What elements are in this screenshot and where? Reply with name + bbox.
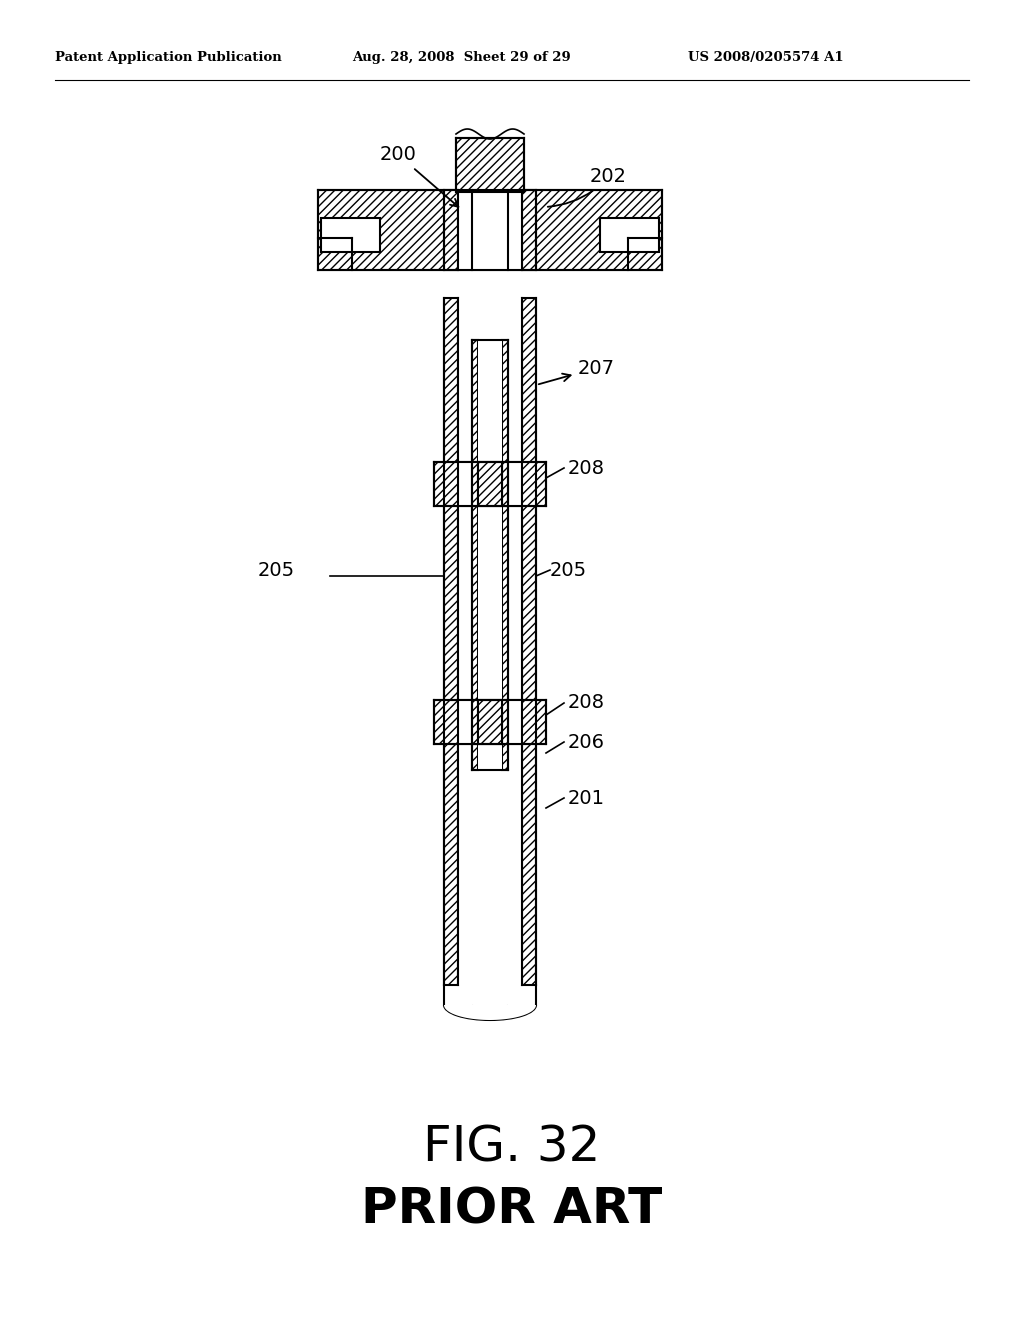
Bar: [472, 700, 478, 744]
Bar: [522, 190, 536, 271]
Text: FIG. 32: FIG. 32: [423, 1125, 601, 1172]
Bar: [458, 190, 522, 271]
Text: 206: 206: [568, 733, 605, 751]
Text: 208: 208: [568, 693, 605, 713]
Bar: [472, 462, 478, 506]
Bar: [458, 463, 522, 506]
Bar: [456, 139, 524, 191]
Text: Patent Application Publication: Patent Application Publication: [55, 51, 282, 65]
Bar: [444, 190, 458, 271]
Bar: [502, 462, 508, 506]
Bar: [478, 462, 502, 506]
Bar: [458, 298, 522, 985]
Text: Aug. 28, 2008  Sheet 29 of 29: Aug. 28, 2008 Sheet 29 of 29: [352, 51, 570, 65]
Text: 208: 208: [568, 458, 605, 478]
Bar: [458, 701, 522, 743]
Text: PRIOR ART: PRIOR ART: [361, 1185, 663, 1234]
Text: 202: 202: [548, 168, 627, 207]
Text: 207: 207: [539, 359, 615, 384]
Bar: [472, 341, 478, 770]
Text: 200: 200: [380, 145, 459, 207]
Bar: [434, 700, 546, 744]
Bar: [522, 298, 536, 985]
Bar: [502, 341, 508, 770]
Bar: [478, 700, 502, 744]
Text: US 2008/0205574 A1: US 2008/0205574 A1: [688, 51, 844, 65]
Text: 201: 201: [568, 788, 605, 808]
Bar: [478, 341, 502, 770]
Bar: [321, 218, 380, 252]
Text: 205: 205: [550, 561, 587, 579]
Bar: [600, 218, 659, 252]
Bar: [434, 462, 546, 506]
Bar: [444, 298, 458, 985]
Bar: [502, 700, 508, 744]
Text: 205: 205: [258, 561, 295, 579]
Bar: [318, 190, 662, 271]
